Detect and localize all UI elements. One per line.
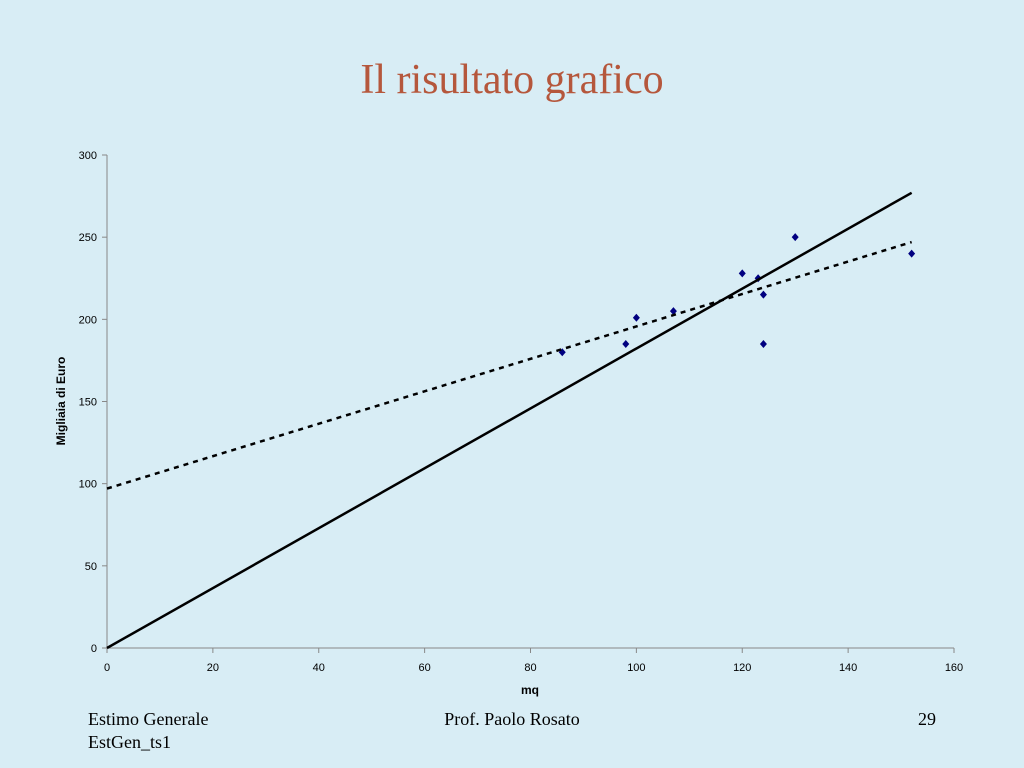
- data-point: [791, 233, 799, 242]
- x-tick-label: 100: [627, 662, 645, 674]
- data-point: [759, 339, 767, 348]
- page-number: 29: [918, 709, 936, 729]
- y-tick-label: 150: [79, 397, 97, 409]
- x-axis-label: mq: [521, 683, 539, 697]
- data-point: [738, 269, 746, 278]
- x-tick-label: 140: [839, 662, 857, 674]
- footer-center: Prof. Paolo Rosato: [444, 709, 580, 729]
- x-tick-label: 60: [419, 662, 431, 674]
- slide-title: Il risultato grafico: [360, 57, 663, 103]
- footer-left: EstGen_ts1: [88, 732, 171, 752]
- x-tick-label: 120: [733, 662, 751, 674]
- data-point: [632, 313, 640, 322]
- y-tick-label: 250: [79, 232, 97, 244]
- x-tick-label: 0: [104, 662, 110, 674]
- y-tick-label: 200: [79, 314, 97, 326]
- x-tick-label: 80: [524, 662, 536, 674]
- x-tick-label: 40: [313, 662, 325, 674]
- x-tick-label: 160: [945, 662, 963, 674]
- y-tick-label: 300: [79, 150, 97, 162]
- data-point: [669, 307, 677, 316]
- x-tick-label: 20: [207, 662, 219, 674]
- y-axis-label: Migliaia di Euro: [54, 357, 68, 446]
- data-point: [622, 339, 630, 348]
- trend-line: [106, 191, 913, 650]
- footer-left: Estimo Generale: [88, 709, 208, 729]
- trend-line: [106, 240, 913, 490]
- y-tick-label: 100: [79, 479, 97, 491]
- data-point: [759, 290, 767, 299]
- y-tick-label: 0: [91, 643, 97, 655]
- data-point: [908, 249, 916, 258]
- y-tick-label: 50: [85, 561, 97, 573]
